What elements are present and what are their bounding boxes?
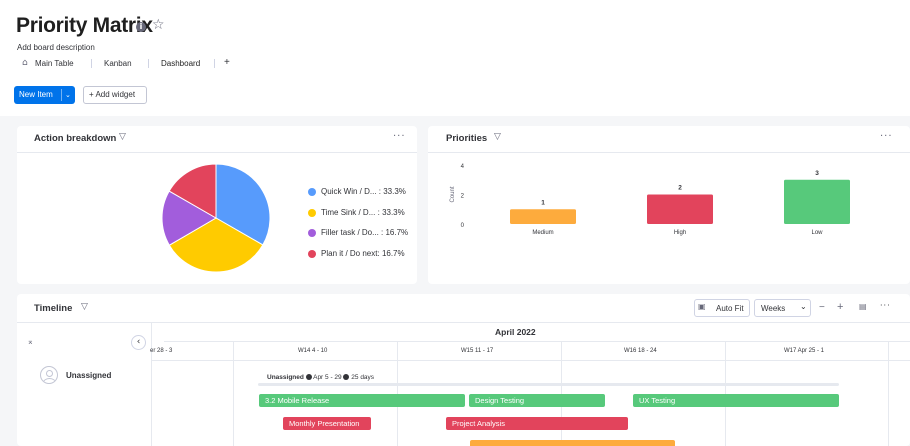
x-tick-label: Low	[811, 230, 823, 236]
group-label: Unassigned	[66, 371, 112, 380]
tab-dashboard[interactable]: Dashboard	[161, 59, 201, 68]
scale-select[interactable]	[754, 299, 811, 317]
legend-value: 33.3%	[382, 208, 405, 217]
calendar-icon: ▣	[698, 302, 706, 311]
board-description[interactable]: Add board description	[17, 43, 95, 52]
button-divider	[61, 89, 62, 101]
pie-slice[interactable]	[168, 217, 264, 273]
y-tick-label: 0	[461, 223, 465, 229]
star-icon[interactable]: ☆	[152, 17, 165, 33]
chevron-down-icon[interactable]: ⌄	[65, 91, 71, 99]
new-item-button[interactable]: New Item ⌄	[14, 86, 75, 104]
more-options-icon[interactable]: ···	[880, 301, 891, 310]
tab-kanban[interactable]: Kanban	[104, 59, 132, 68]
bar[interactable]	[784, 179, 850, 224]
legend-label: Quick Win / D...	[321, 187, 377, 196]
new-item-label: New Item	[19, 90, 53, 99]
x-tick-label: Medium	[532, 230, 553, 236]
filter-icon[interactable]: ▽	[119, 132, 126, 142]
bar[interactable]	[510, 209, 576, 224]
more-options-icon[interactable]: ···	[880, 131, 893, 142]
timeline-item[interactable]: UX Testing	[633, 394, 839, 407]
legend-swatch	[308, 209, 316, 217]
filter-icon[interactable]: ▽	[494, 132, 501, 142]
chevron-left-icon[interactable]: ‹	[131, 335, 146, 350]
summary-group: Unassigned	[267, 374, 304, 381]
week-gridline	[233, 342, 234, 446]
tab-divider	[148, 59, 149, 68]
action-breakdown-title: Action breakdown	[34, 133, 117, 144]
group-column-divider	[151, 322, 152, 446]
bar-data-label: 1	[541, 199, 545, 206]
legend-value: 16.7%	[381, 249, 405, 258]
summary-duration: 25 days	[351, 374, 375, 381]
y-tick-label: 4	[461, 164, 465, 170]
tab-divider	[91, 59, 92, 68]
month-divider	[164, 341, 910, 342]
timeline-header-divider	[17, 322, 910, 323]
bar-data-label: 2	[678, 185, 682, 192]
zoom-out-button[interactable]: −	[819, 302, 825, 313]
legend-label: Filler task / Do...	[321, 228, 379, 237]
bar[interactable]	[647, 194, 713, 225]
legend-swatch	[308, 250, 316, 258]
legend-value: 16.7%	[385, 228, 409, 237]
week-label: W15 11 - 17	[461, 348, 494, 354]
pie-slice[interactable]	[168, 163, 217, 219]
summary-dates: Apr 5 - 29	[313, 374, 342, 381]
y-tick-label: 2	[461, 194, 465, 200]
week-label: W17 Apr 25 - 1	[784, 348, 825, 354]
pie-slice[interactable]	[161, 190, 217, 246]
bar-chart: 0 2 4 Count 1 Medium 2 High 3 Low	[450, 164, 850, 236]
board-title[interactable]: Priority Matrix	[16, 14, 153, 37]
timeline-item[interactable]: Monthly Presentation	[283, 417, 371, 430]
auto-fit-button[interactable]	[694, 299, 750, 317]
add-view-button[interactable]: +	[224, 57, 230, 68]
y-axis-label: Count	[450, 186, 456, 202]
timeline-item[interactable]: Design Testing	[469, 394, 605, 407]
timeline-item[interactable]	[470, 440, 675, 446]
dot-icon	[343, 374, 350, 380]
more-options-icon[interactable]: ···	[393, 131, 406, 142]
add-widget-button[interactable]: + Add widget	[83, 86, 147, 104]
timeline-item[interactable]: 3.2 Mobile Release	[259, 394, 465, 407]
group-span-bar	[258, 383, 839, 386]
info-icon[interactable]: i	[136, 22, 146, 32]
export-icon[interactable]: ▤	[859, 302, 867, 311]
legend-swatch	[308, 188, 316, 196]
week-label: er 28 - 3	[150, 348, 173, 354]
bar-data-label: 3	[815, 170, 819, 177]
widget-header-divider	[17, 152, 417, 153]
legend-value: 33.3%	[383, 187, 406, 196]
group-summary: Unassigned Apr 5 - 29 25 days	[267, 374, 374, 381]
week-header-divider	[151, 360, 910, 361]
home-icon: ⌂	[22, 58, 28, 68]
chevron-down-icon: ⌄	[800, 302, 807, 311]
pie-chart	[161, 163, 271, 273]
legend-label: Time Sink / D...	[321, 208, 376, 217]
zoom-in-button[interactable]: +	[837, 301, 844, 313]
week-label: W16 18 - 24	[624, 348, 657, 354]
legend-label: Plan it / Do next	[321, 249, 378, 258]
x-tick-label: High	[674, 230, 686, 236]
pie-slice[interactable]	[215, 163, 271, 246]
timeline-title: Timeline	[34, 303, 73, 314]
scale-select-value: Weeks	[761, 304, 786, 313]
legend-swatch	[308, 229, 316, 237]
widget-header-divider	[428, 152, 910, 153]
week-label: W14 4 - 10	[298, 348, 328, 354]
collapse-icon[interactable]: ⌅	[27, 337, 34, 346]
tab-main-table[interactable]: Main Table	[35, 59, 74, 68]
avatar	[40, 366, 58, 384]
timeline-item[interactable]: Project Analysis	[446, 417, 628, 430]
priorities-title: Priorities	[446, 133, 488, 144]
dot-icon	[305, 374, 312, 380]
tab-divider	[214, 59, 215, 68]
month-label: April 2022	[495, 327, 536, 337]
week-gridline	[888, 342, 889, 446]
filter-icon[interactable]: ▽	[81, 302, 88, 312]
auto-fit-label: Auto Fit	[716, 304, 744, 313]
